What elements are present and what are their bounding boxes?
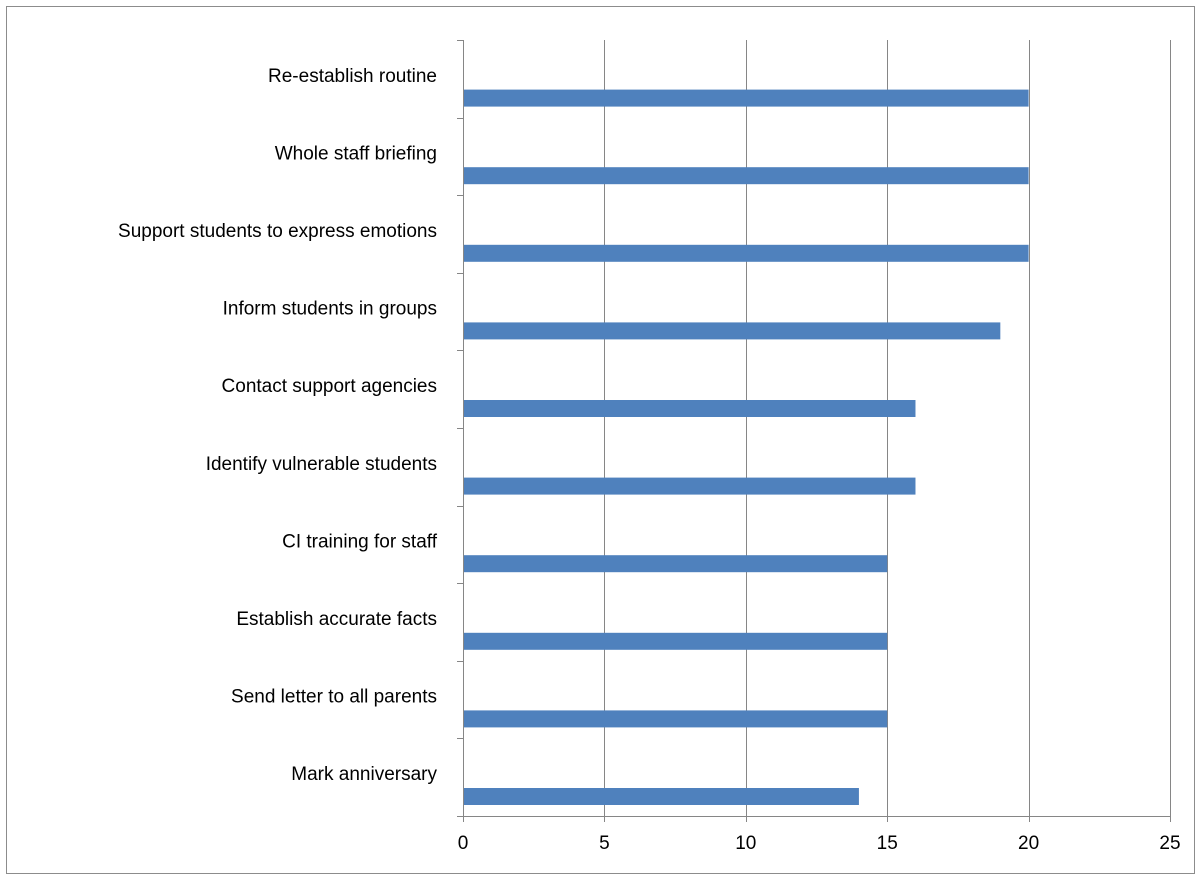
category-label: Identify vulnerable students bbox=[206, 454, 437, 475]
bar-0 bbox=[464, 89, 1029, 107]
category-label: Support students to express emotions bbox=[118, 221, 437, 242]
bar-2 bbox=[464, 244, 1029, 262]
bar-4 bbox=[464, 400, 916, 417]
bar-5 bbox=[464, 477, 916, 495]
bar-6 bbox=[464, 555, 888, 573]
x-tick-label: 5 bbox=[599, 833, 610, 854]
x-tick-label: 25 bbox=[1159, 833, 1180, 854]
category-label: Mark anniversary bbox=[291, 764, 437, 785]
x-tick-label: 10 bbox=[735, 833, 756, 854]
x-tick-label: 15 bbox=[877, 833, 898, 854]
bar-7 bbox=[464, 632, 888, 650]
bar-9 bbox=[464, 788, 859, 805]
category-label: Whole staff briefing bbox=[275, 143, 437, 164]
category-label: Re-establish routine bbox=[268, 66, 437, 87]
bar-8 bbox=[464, 710, 888, 728]
bar-1 bbox=[464, 167, 1029, 185]
category-label: Contact support agencies bbox=[222, 376, 437, 397]
category-label: Establish accurate facts bbox=[236, 609, 437, 630]
category-label: CI training for staff bbox=[282, 531, 438, 552]
chart-frame bbox=[6, 6, 1195, 874]
x-tick-label: 0 bbox=[458, 833, 469, 854]
category-label: Send letter to all parents bbox=[231, 687, 437, 708]
bar-3 bbox=[464, 322, 1001, 340]
x-tick-label: 20 bbox=[1018, 833, 1039, 854]
category-label: Inform students in groups bbox=[223, 299, 437, 320]
